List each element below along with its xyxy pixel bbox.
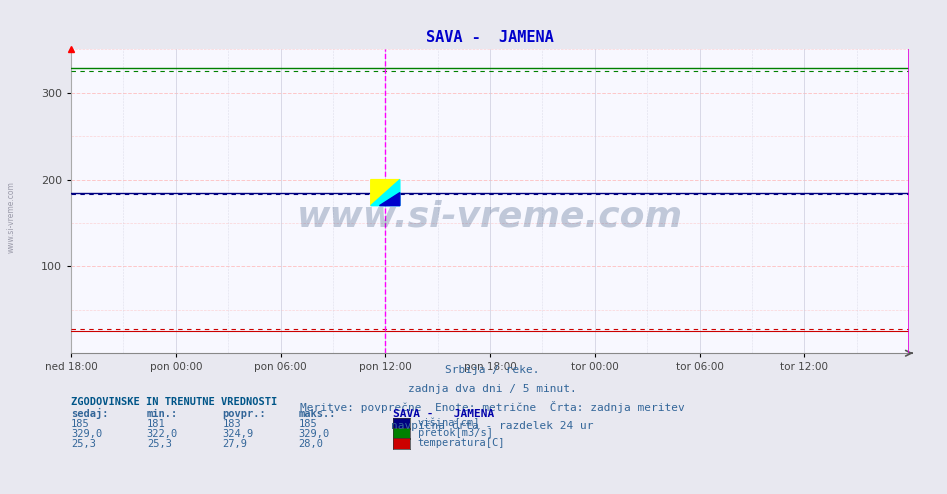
Text: 329,0: 329,0 [71, 429, 102, 439]
Text: sedaj:: sedaj: [71, 409, 109, 419]
Text: www.si-vreme.com: www.si-vreme.com [7, 181, 16, 253]
Text: 322,0: 322,0 [147, 429, 178, 439]
Polygon shape [371, 180, 400, 206]
Text: navpična črta - razdelek 24 ur: navpična črta - razdelek 24 ur [391, 421, 594, 431]
Text: ZGODOVINSKE IN TRENUTNE VREDNOSTI: ZGODOVINSKE IN TRENUTNE VREDNOSTI [71, 397, 277, 407]
Text: povpr.:: povpr.: [223, 410, 266, 419]
Text: 25,3: 25,3 [147, 439, 171, 449]
Text: www.si-vreme.com: www.si-vreme.com [297, 200, 683, 234]
Text: 324,9: 324,9 [223, 429, 254, 439]
Text: Meritve: povprečne  Enote: metrične  Črta: zadnja meritev: Meritve: povprečne Enote: metrične Črta:… [300, 401, 685, 412]
Text: temperatura[C]: temperatura[C] [418, 438, 505, 448]
Text: maks.:: maks.: [298, 410, 336, 419]
Text: 27,9: 27,9 [223, 439, 247, 449]
Text: min.:: min.: [147, 410, 178, 419]
Text: višina[cm]: višina[cm] [418, 417, 480, 428]
Text: 28,0: 28,0 [298, 439, 323, 449]
Text: zadnja dva dni / 5 minut.: zadnja dva dni / 5 minut. [408, 384, 577, 394]
Title: SAVA -  JAMENA: SAVA - JAMENA [426, 31, 554, 45]
Text: 25,3: 25,3 [71, 439, 96, 449]
Polygon shape [380, 193, 400, 206]
Text: 183: 183 [223, 419, 241, 429]
Text: Srbija / reke.: Srbija / reke. [445, 365, 540, 375]
Polygon shape [371, 180, 400, 206]
Text: 181: 181 [147, 419, 166, 429]
Text: SAVA -   JAMENA: SAVA - JAMENA [393, 410, 494, 419]
Text: 185: 185 [71, 419, 90, 429]
Text: pretok[m3/s]: pretok[m3/s] [418, 428, 492, 438]
Text: 329,0: 329,0 [298, 429, 330, 439]
Text: 185: 185 [298, 419, 317, 429]
